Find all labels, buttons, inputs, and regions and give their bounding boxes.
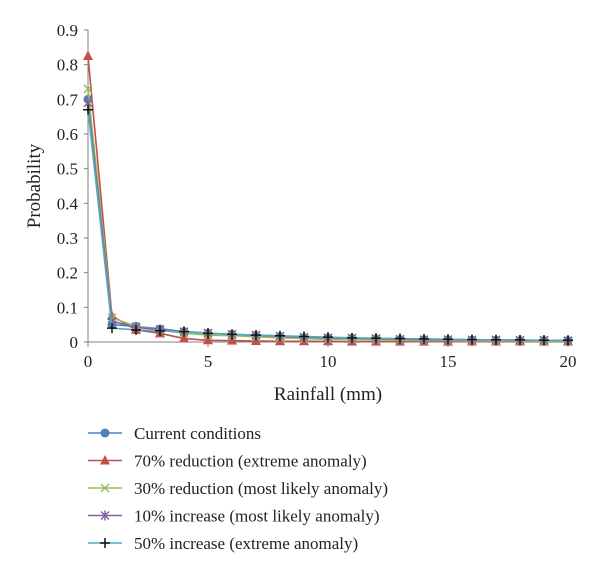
y-tick-label: 0.9 — [57, 21, 78, 40]
y-tick-label: 0.2 — [57, 264, 78, 283]
y-tick-label: 0.4 — [57, 194, 79, 213]
data-point-s2 — [203, 334, 213, 345]
legend-label: 50% increase (extreme anomaly) — [134, 534, 358, 553]
legend-label: 70% reduction (extreme anomaly) — [134, 452, 367, 471]
tick-labels: 0 0.1 0.2 0.3 0.4 0.5 0.6 0.7 0.8 0.9 0 5 10 15 20 — [57, 21, 577, 371]
data-point-s5 — [395, 333, 405, 344]
series-line-3 — [87, 88, 568, 343]
x-tick-label: 0 — [84, 352, 93, 371]
x-tick-label: 10 — [320, 352, 337, 371]
legend-item-5: 50% increase (extreme anomaly) — [88, 534, 358, 553]
x-axis-title: Rainfall (mm) — [274, 384, 382, 405]
legend-marker — [100, 510, 110, 521]
data-point-s2 — [179, 333, 189, 343]
series-line-2 — [87, 55, 568, 343]
legend: Current conditions 70% reduction (extreme… — [88, 424, 388, 553]
legend-item-2: 70% reduction (extreme anomaly) — [88, 452, 367, 471]
data-point-s5 — [539, 335, 549, 346]
data-point-s5 — [443, 334, 453, 345]
data-point-s5 — [131, 324, 141, 335]
data-point-s5 — [563, 335, 573, 346]
data-point-s5 — [179, 326, 189, 337]
legend-marker — [100, 428, 110, 438]
legend-marker — [100, 455, 110, 465]
y-axis-title: Probability — [24, 143, 45, 228]
data-point-s5 — [107, 323, 117, 334]
data-point-s5 — [347, 332, 357, 343]
x-tick-label: 15 — [440, 352, 457, 371]
legend-label: 10% increase (most likely anomaly) — [134, 507, 379, 526]
data-point-s2 — [83, 50, 93, 60]
legend-item-4: 10% increase (most likely anomaly) — [88, 507, 379, 526]
data-point-s5 — [371, 333, 381, 344]
data-point-s2 — [227, 335, 237, 345]
data-point-s5 — [323, 332, 333, 343]
data-point-s5 — [203, 328, 213, 339]
legend-item-3: 30% reduction (most likely anomaly) — [88, 479, 388, 498]
plot-area — [83, 50, 573, 346]
y-tick-label: 0.5 — [57, 160, 78, 179]
series-line-1 — [87, 99, 568, 342]
data-point-s5 — [227, 329, 237, 340]
data-point-s5 — [155, 325, 165, 336]
data-point-s2 — [251, 335, 261, 345]
legend-label: 30% reduction (most likely anomaly) — [134, 479, 388, 498]
y-tick-label: 0.8 — [57, 56, 78, 75]
y-tick-label: 0.3 — [57, 229, 78, 248]
data-point-s5 — [467, 334, 477, 345]
y-tick-label: 0.7 — [57, 90, 79, 109]
legend-label: Current conditions — [134, 424, 261, 443]
y-tick-label: 0.1 — [57, 298, 78, 317]
x-tick-label: 20 — [560, 352, 577, 371]
data-point-s5 — [251, 330, 261, 341]
data-point-s5 — [419, 333, 429, 344]
data-point-s5 — [491, 334, 501, 345]
data-point-s5 — [299, 331, 309, 342]
data-point-s3 — [83, 84, 93, 94]
series-line-5 — [87, 109, 568, 342]
series-line-4 — [87, 102, 569, 342]
x-tick-label: 5 — [204, 352, 213, 371]
data-point-s5 — [275, 330, 285, 341]
axes — [84, 29, 569, 347]
y-tick-label: 0 — [70, 333, 79, 352]
data-point-s5 — [515, 334, 525, 345]
legend-marker — [100, 538, 110, 548]
y-tick-label: 0.6 — [57, 125, 78, 144]
legend-marker — [100, 483, 110, 493]
data-point-s5 — [83, 104, 93, 115]
legend-item-1: Current conditions — [88, 424, 261, 443]
